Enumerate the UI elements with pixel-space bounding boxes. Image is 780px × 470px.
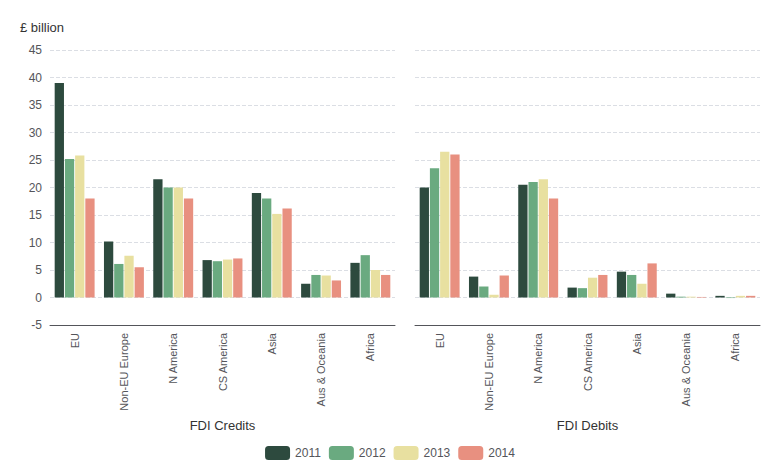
svg-text:Asia: Asia	[266, 332, 278, 354]
svg-text:-5: -5	[31, 318, 42, 332]
svg-text:15: 15	[29, 208, 43, 222]
svg-text:2013: 2013	[424, 446, 451, 460]
svg-text:CS America: CS America	[217, 332, 229, 391]
svg-text:Africa: Africa	[729, 332, 741, 361]
svg-text:10: 10	[29, 236, 43, 250]
svg-text:CS America: CS America	[582, 332, 594, 391]
svg-text:40: 40	[29, 71, 43, 85]
svg-text:Asia: Asia	[631, 332, 643, 354]
svg-text:20: 20	[29, 181, 43, 195]
svg-text:30: 30	[29, 126, 43, 140]
svg-text:2014: 2014	[488, 446, 515, 460]
svg-text:Aus & Oceania: Aus & Oceania	[315, 332, 327, 406]
svg-text:25: 25	[29, 153, 43, 167]
svg-text:N America: N America	[532, 332, 544, 384]
svg-text:2011: 2011	[295, 446, 321, 460]
svg-text:EU: EU	[434, 333, 446, 348]
svg-text:Non-EU Europe: Non-EU Europe	[483, 333, 495, 411]
svg-text:FDI Debits: FDI Debits	[557, 418, 619, 433]
svg-text:5: 5	[35, 263, 42, 277]
svg-text:0: 0	[35, 291, 42, 305]
svg-text:EU: EU	[69, 333, 81, 348]
svg-text:N America: N America	[167, 332, 179, 384]
svg-text:FDI Credits: FDI Credits	[190, 418, 256, 433]
svg-text:Aus & Oceania: Aus & Oceania	[680, 332, 692, 406]
svg-text:2012: 2012	[359, 446, 386, 460]
svg-text:£ billion: £ billion	[20, 20, 64, 35]
svg-text:Non-EU Europe: Non-EU Europe	[118, 333, 130, 411]
svg-text:35: 35	[29, 98, 43, 112]
svg-text:Africa: Africa	[364, 332, 376, 361]
svg-text:45: 45	[29, 43, 43, 57]
